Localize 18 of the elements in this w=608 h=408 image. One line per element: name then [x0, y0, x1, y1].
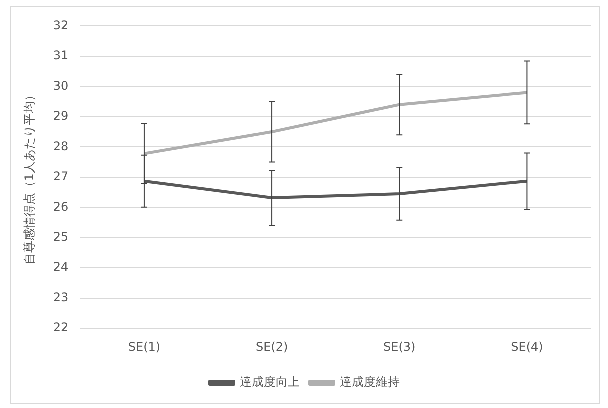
y-tick-label: 26	[53, 200, 69, 214]
y-tick-label: 25	[53, 230, 69, 244]
y-tick-label: 27	[53, 170, 69, 184]
legend-label: 達成度向上	[240, 375, 300, 390]
x-tick-label: SE(1)	[128, 340, 161, 354]
x-tick-label: SE(3)	[384, 340, 416, 354]
y-tick-label: 24	[53, 260, 69, 274]
y-tick-label: 22	[53, 320, 69, 335]
x-tick-label: SE(2)	[256, 340, 288, 354]
y-tick-label: 28	[53, 139, 69, 154]
x-tick-label: SE(4)	[511, 340, 544, 354]
y-axis-title: 自尊感情得点（1人あたり平均）	[22, 90, 36, 266]
y-tick-label: 31	[53, 48, 69, 63]
y-tick-label: 23	[53, 290, 69, 304]
y-tick-label: 29	[53, 109, 69, 124]
legend-label: 達成度維持	[340, 375, 400, 390]
y-tick-label: 32	[53, 18, 69, 32]
y-tick-label: 30	[53, 78, 69, 93]
